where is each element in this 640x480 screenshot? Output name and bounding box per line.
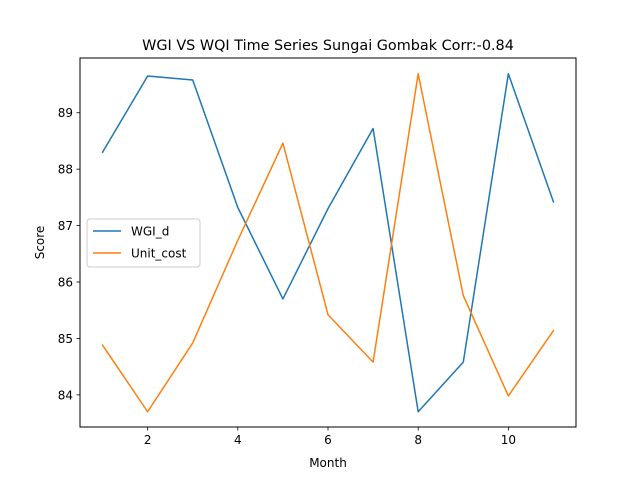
x-tick-label: 4 xyxy=(234,433,242,447)
x-axis-label: Month xyxy=(309,456,347,470)
x-tick-label: 6 xyxy=(324,433,332,447)
x-axis: 2 4 6 8 10 xyxy=(144,427,516,447)
y-axis-label: Score xyxy=(33,226,47,260)
x-tick-label: 10 xyxy=(501,433,516,447)
y-axis: 84 85 86 87 88 89 xyxy=(58,106,80,402)
y-tick-label: 87 xyxy=(58,219,73,233)
y-tick-label: 85 xyxy=(58,332,73,346)
x-tick-label: 8 xyxy=(414,433,422,447)
y-tick-label: 88 xyxy=(58,163,73,177)
legend: WGI_d Unit_cost xyxy=(86,218,201,268)
y-tick-label: 84 xyxy=(58,388,73,402)
legend-label: Unit_cost xyxy=(131,247,187,261)
series-line-wgi-d xyxy=(101,73,555,413)
y-tick-label: 86 xyxy=(58,275,73,289)
plot-area xyxy=(101,73,555,413)
legend-label: WGI_d xyxy=(131,225,169,239)
x-tick-label: 2 xyxy=(144,433,152,447)
y-tick-label: 89 xyxy=(58,106,73,120)
chart-title: WGI VS WQI Time Series Sungai Gombak Cor… xyxy=(142,38,514,54)
series-line-unit-cost xyxy=(101,73,555,413)
